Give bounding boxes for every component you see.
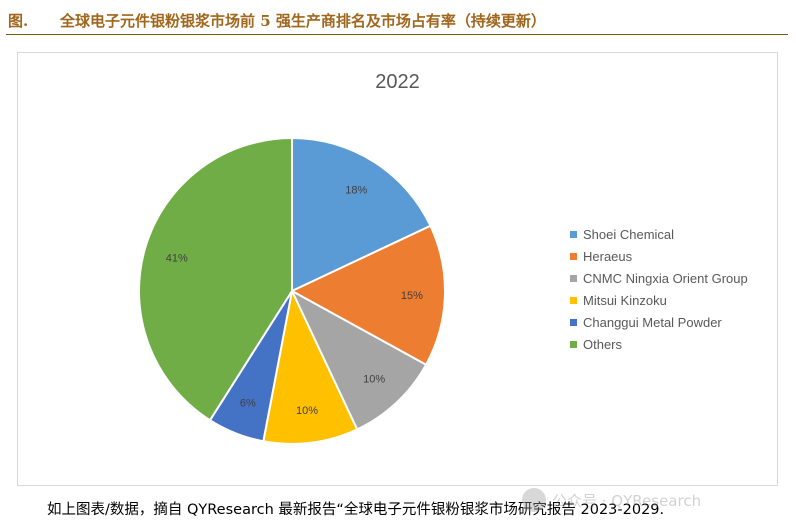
data-label: 10% [363, 373, 385, 385]
pie-slice-cnmc-ningxia-orient-group [289, 288, 428, 431]
data-label: 6% [240, 398, 256, 410]
legend: Shoei Chemical Heraeus CNMC Ningxia Orient… [570, 223, 748, 355]
legend-swatch [570, 340, 577, 348]
legend-label: Mitsui Kinzoku [583, 292, 667, 308]
legend-swatch [570, 230, 577, 238]
pie-slice-others [138, 136, 293, 422]
pie-chart: 18% 15% 10% 10% 6% 41% [138, 136, 446, 445]
source-caption: 如上图表/数据，摘自 QYResearch 最新报告“全球电子元件银粉银浆市场研… [47, 502, 665, 518]
legend-swatch [570, 274, 577, 282]
data-label: 15% [401, 290, 423, 302]
legend-swatch [570, 318, 577, 326]
legend-label: Changgui Metal Powder [583, 314, 722, 330]
chart-title: 2022 [375, 71, 420, 93]
legend-label: Heraeus [583, 248, 633, 264]
legend-swatch [570, 252, 577, 260]
legend-item: CNMC Ningxia Orient Group [570, 267, 748, 289]
legend-item: Changgui Metal Powder [570, 311, 748, 333]
figure-header: 图. 全球电子元件银粉银浆市场前 5 强生产商排名及市场占有率（持续更新） [6, 6, 788, 35]
figure-number: 图. [8, 12, 29, 30]
legend-label: Others [583, 336, 623, 352]
data-label: 41% [166, 253, 188, 265]
legend-label: CNMC Ningxia Orient Group [583, 270, 748, 286]
pie-slice-shoei-chemical [291, 136, 432, 293]
legend-label: Shoei Chemical [583, 226, 675, 242]
data-label: 18% [345, 185, 367, 197]
pie-slice-mitsui-kinzoku [262, 287, 359, 445]
legend-item: Mitsui Kinzoku [570, 289, 748, 311]
legend-item: Heraeus [570, 245, 748, 267]
chart-area: 2022 18% 15% 10% 10% 6% 41% Shoei Chemical Her… [17, 52, 778, 486]
legend-swatch [570, 296, 577, 304]
figure-title: 全球电子元件银粉银浆市场前 5 强生产商排名及市场占有率（持续更新） [60, 12, 546, 30]
legend-item: Shoei Chemical [570, 223, 748, 245]
pie-slice-heraeus [289, 224, 446, 367]
legend-item: Others [570, 333, 748, 355]
data-label: 10% [296, 405, 318, 417]
